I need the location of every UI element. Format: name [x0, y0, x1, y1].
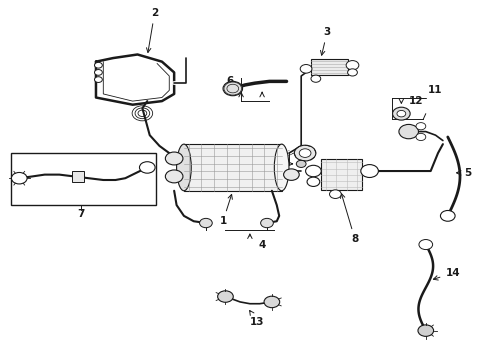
Circle shape	[165, 152, 183, 165]
Circle shape	[223, 81, 243, 96]
Bar	[72, 171, 84, 182]
Circle shape	[264, 296, 280, 308]
Text: 10: 10	[275, 158, 288, 167]
Circle shape	[11, 172, 27, 184]
Circle shape	[165, 170, 183, 183]
Ellipse shape	[274, 144, 289, 191]
Circle shape	[307, 177, 320, 186]
Bar	[311, 59, 347, 75]
Text: 8: 8	[341, 194, 359, 244]
Bar	[321, 159, 362, 190]
Circle shape	[418, 325, 434, 336]
Circle shape	[330, 190, 341, 198]
Text: 9: 9	[278, 146, 285, 156]
Circle shape	[392, 107, 410, 120]
Circle shape	[397, 111, 406, 117]
Circle shape	[218, 291, 233, 302]
Text: 7: 7	[77, 209, 85, 219]
Text: 5: 5	[457, 168, 471, 178]
Bar	[184, 144, 282, 191]
Text: 2: 2	[147, 8, 158, 53]
Text: 11: 11	[428, 85, 443, 95]
Circle shape	[306, 165, 321, 177]
Text: 12: 12	[409, 96, 423, 106]
Circle shape	[311, 75, 321, 82]
Circle shape	[296, 160, 306, 167]
Circle shape	[294, 145, 316, 161]
Circle shape	[346, 60, 359, 70]
Ellipse shape	[176, 144, 191, 191]
Circle shape	[416, 123, 426, 130]
Text: 3: 3	[320, 27, 331, 55]
Circle shape	[441, 211, 455, 221]
Circle shape	[95, 77, 102, 82]
Text: 6: 6	[227, 76, 234, 86]
Circle shape	[399, 125, 418, 139]
Circle shape	[300, 64, 312, 73]
Circle shape	[140, 162, 155, 173]
Circle shape	[419, 239, 433, 249]
Circle shape	[261, 219, 273, 228]
Text: 14: 14	[433, 268, 460, 280]
Bar	[11, 153, 156, 205]
Circle shape	[416, 134, 426, 140]
Text: 1: 1	[220, 194, 232, 226]
Circle shape	[361, 165, 378, 177]
Text: 13: 13	[249, 310, 265, 327]
Circle shape	[284, 169, 299, 180]
Circle shape	[95, 62, 102, 68]
Circle shape	[299, 149, 311, 157]
Text: 4: 4	[258, 239, 266, 249]
Circle shape	[199, 219, 212, 228]
Circle shape	[347, 69, 357, 76]
Circle shape	[95, 69, 102, 75]
